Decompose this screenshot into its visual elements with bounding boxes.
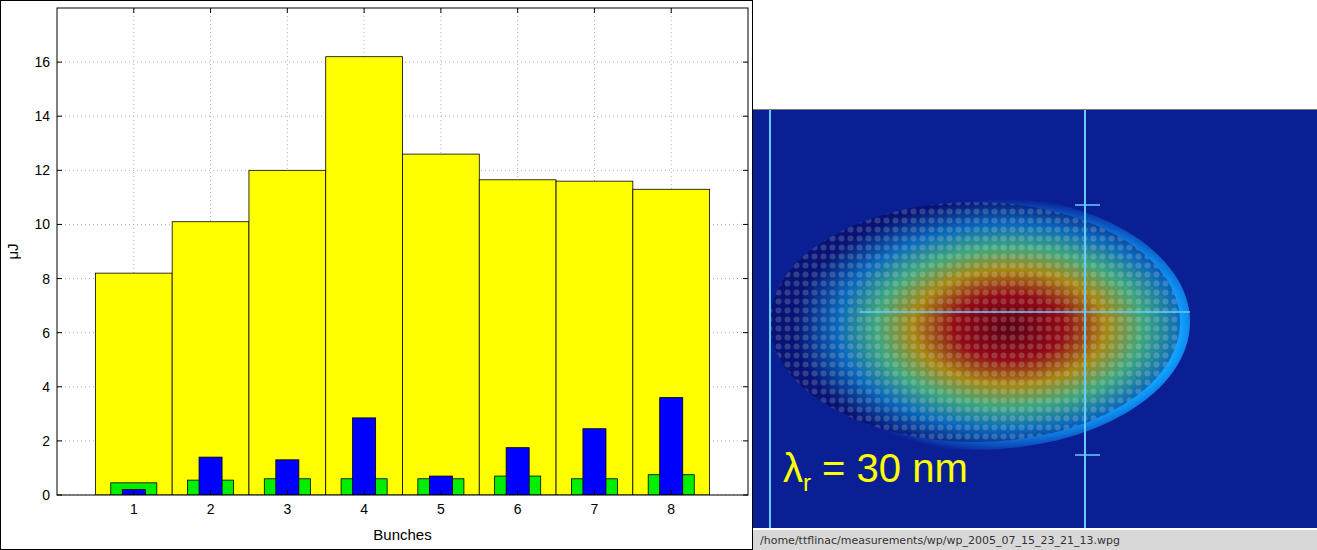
separator [753,109,1317,110]
y-tick-label: 16 [34,54,50,70]
tick [364,490,365,495]
image-top-blank [753,0,1317,110]
tick [743,224,748,225]
annotation-subscript: r [803,469,811,496]
bar [353,418,376,495]
bar [276,460,299,495]
x-tick-label: 5 [437,501,445,517]
annotation: λr = 30 nm [783,446,968,496]
tick [743,170,748,171]
tick [57,116,62,117]
x-tick-label: 1 [130,501,138,517]
y-tick-label: 2 [42,433,50,449]
left-panel [1,1,753,550]
bar [326,57,403,495]
bar [633,189,710,495]
tick [57,278,62,279]
tick [287,8,288,13]
detector-line [1084,110,1086,528]
x-tick-label: 8 [667,501,675,517]
bar [403,154,480,495]
x-tick-label: 2 [207,501,215,517]
bar [479,180,556,495]
x-tick-label: 6 [514,501,522,517]
bar [111,483,157,495]
tick [133,8,134,13]
tick [671,8,672,13]
annotation-symbol: λ [783,446,803,490]
bar [583,429,606,495]
detector-line [860,311,1190,313]
tick [440,490,441,495]
caption: /home/ttflinac/measurements/wp/wp_2005_0… [760,534,1120,547]
detector-line [769,110,771,528]
tick [743,495,748,496]
bar [506,448,529,495]
x-tick-label: 3 [283,501,291,517]
bar [172,222,249,495]
tick [743,278,748,279]
detector-line [1075,454,1100,456]
tick [210,490,211,495]
y-tick-label: 0 [42,487,50,503]
tick [743,62,748,63]
tick [517,8,518,13]
tick [133,490,134,495]
tick [210,8,211,13]
tick [287,490,288,495]
tick [743,116,748,117]
bar [95,273,172,495]
bar [199,457,222,495]
tick [671,490,672,495]
tick [594,8,595,13]
y-tick-label: 6 [42,325,50,341]
tick [57,224,62,225]
x-tick-label: 7 [591,501,599,517]
y-tick-label: 8 [42,271,50,287]
tick [57,495,62,496]
beam-image [753,110,1317,528]
y-tick-label: 4 [42,379,50,395]
y-axis-title: μJ [4,243,21,259]
tick [517,490,518,495]
tick [440,8,441,13]
tick [364,8,365,13]
caption-bar [753,530,1317,550]
y-tick-label: 14 [34,108,50,124]
bar [429,476,452,495]
y-tick-label: 10 [34,216,50,232]
detector-line [1075,204,1100,206]
interference-pattern [770,202,1180,442]
bar [660,398,683,495]
y-tick-label: 12 [34,162,50,178]
annotation-text: = 30 nm [811,446,968,490]
tick [743,440,748,441]
tick [57,332,62,333]
tick [594,490,595,495]
bar [556,181,633,495]
plot-area [57,8,748,495]
bars [95,57,709,495]
tick [57,386,62,387]
x-tick-label: 4 [360,501,368,517]
plot-frame [57,8,748,495]
bar [249,170,326,495]
tick [57,440,62,441]
tick [57,62,62,63]
tick [743,332,748,333]
bar [122,490,145,495]
beam-spot [760,194,1190,450]
tick [57,170,62,171]
x-axis-title: Bunches [373,526,431,543]
tick [743,386,748,387]
